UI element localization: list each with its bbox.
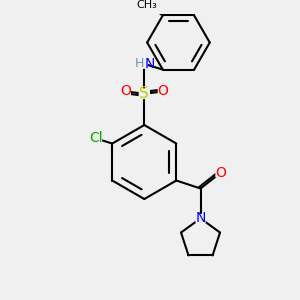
FancyBboxPatch shape: [139, 88, 150, 99]
Text: N: N: [195, 212, 206, 225]
Text: O: O: [120, 85, 131, 98]
FancyBboxPatch shape: [89, 134, 102, 143]
Text: CH₃: CH₃: [137, 0, 158, 10]
Text: N: N: [145, 57, 155, 71]
FancyBboxPatch shape: [141, 0, 154, 9]
FancyBboxPatch shape: [121, 87, 131, 96]
Text: O: O: [215, 166, 226, 180]
Text: O: O: [158, 85, 168, 98]
FancyBboxPatch shape: [195, 214, 206, 223]
Text: H: H: [135, 57, 144, 70]
FancyBboxPatch shape: [215, 168, 226, 177]
Text: S: S: [140, 86, 149, 101]
FancyBboxPatch shape: [132, 59, 148, 69]
FancyBboxPatch shape: [158, 87, 168, 96]
Text: Cl: Cl: [89, 131, 103, 146]
